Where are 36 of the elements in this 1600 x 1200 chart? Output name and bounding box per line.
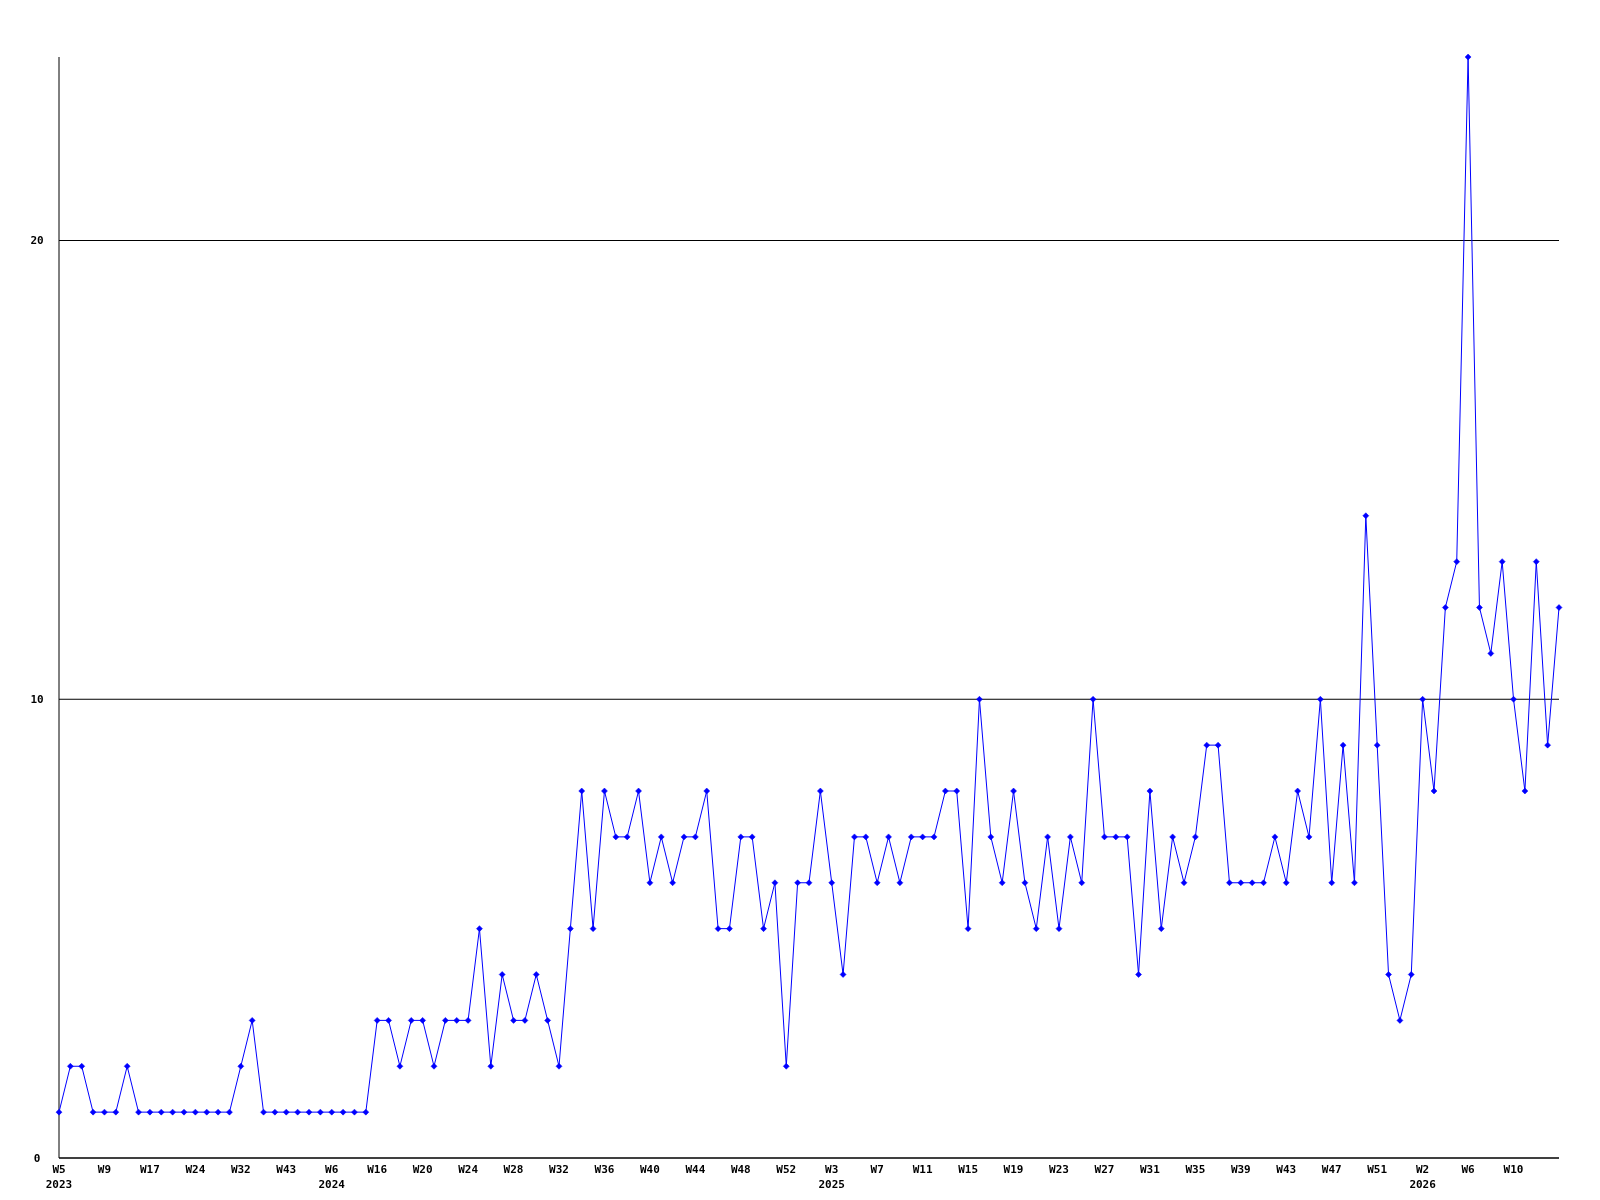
x-tick-label: W44: [685, 1163, 706, 1176]
x-tick-label: W20: [412, 1163, 433, 1176]
x-tick-label: W15: [958, 1163, 979, 1176]
x-tick-label: W35: [1185, 1163, 1206, 1176]
x-tick-label: W43: [1276, 1163, 1297, 1176]
x-tick-label: W39: [1230, 1163, 1251, 1176]
x-tick-label: W19: [1003, 1163, 1024, 1176]
x-tick-label: W48: [730, 1163, 751, 1176]
x-tick-label: W24: [458, 1163, 479, 1176]
x-tick-label: W23: [1049, 1163, 1069, 1176]
x-tick-label: W3 2025: [818, 1163, 845, 1191]
x-tick-label: W11: [912, 1163, 933, 1176]
x-tick-label: W47: [1321, 1163, 1342, 1176]
x-tick-label: W6 2024: [318, 1163, 346, 1191]
x-tick-label: W52: [776, 1163, 797, 1176]
x-tick-label: W24: [185, 1163, 206, 1176]
x-tick-label: W31: [1139, 1163, 1161, 1176]
x-tick-label: W16: [367, 1163, 388, 1176]
x-tick-label: W32: [549, 1163, 569, 1176]
x-tick-label: W6: [1461, 1163, 1476, 1176]
x-tick-label: W28: [503, 1163, 524, 1176]
x-tick-label: W40: [639, 1163, 660, 1176]
x-tick-label: W17: [139, 1163, 160, 1176]
y-tick-label: 0: [33, 1151, 41, 1165]
x-tick-label: W43: [276, 1163, 297, 1176]
x-tick-label: W9: [97, 1163, 112, 1176]
y-tick-label: 20: [30, 234, 44, 248]
x-tick-label: W2 2026: [1409, 1163, 1437, 1191]
x-tick-label: W10: [1503, 1163, 1524, 1176]
x-tick-label: W5 2023: [45, 1163, 73, 1191]
y-tick-label: 10: [30, 693, 44, 707]
x-tick-label: W51: [1367, 1163, 1388, 1176]
x-tick-label: W32: [230, 1163, 251, 1176]
x-tick-label: W27: [1094, 1163, 1115, 1176]
x-tick-label: W7: [870, 1163, 884, 1176]
x-tick-label: W36: [594, 1163, 615, 1176]
